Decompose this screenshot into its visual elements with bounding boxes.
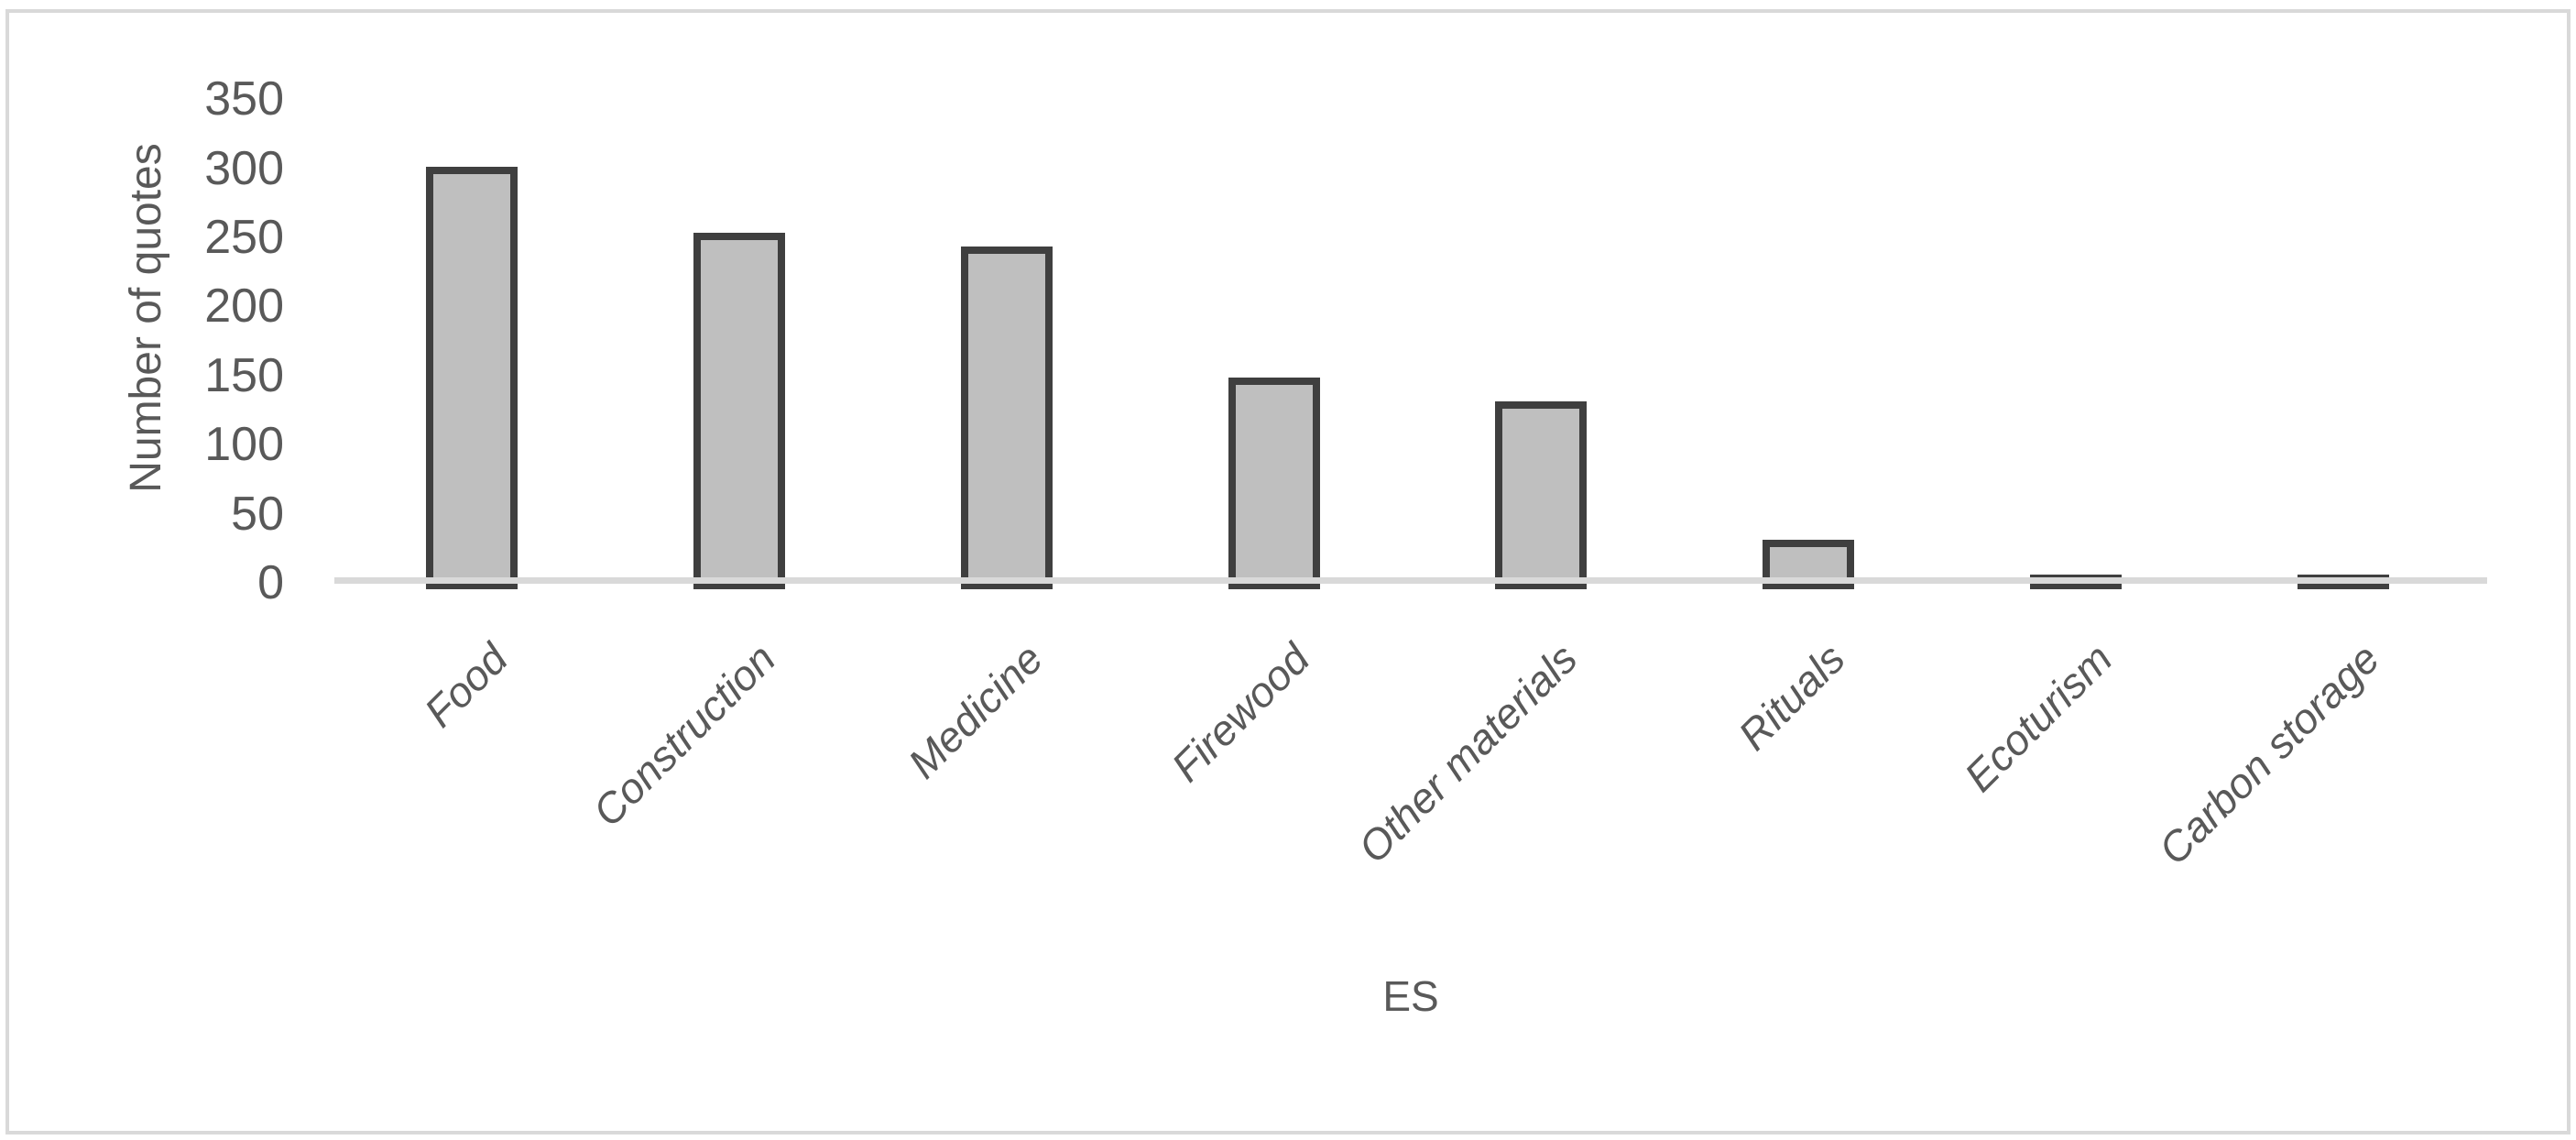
bar [1228,378,1320,589]
category-label: Carbon storage [2149,634,2389,874]
bar [426,166,518,589]
bar [693,232,785,589]
category-label: Food [415,634,518,737]
x-axis-line [334,577,2487,584]
category-label: Ecoturism [1954,634,2122,801]
y-tick-label: 100 [204,418,284,472]
category-label: Other materials [1348,634,1587,872]
category-label: Construction [583,634,784,836]
category-label: Firewood [1162,634,1319,791]
category-label: Rituals [1729,634,1854,760]
y-tick-label: 250 [204,211,284,264]
y-tick-label: 0 [257,556,284,609]
y-tick-label: 50 [231,487,284,541]
bar [960,247,1053,589]
y-tick-label: 200 [204,280,284,334]
x-axis-title: ES [1382,972,1439,1020]
category-label: Medicine [898,634,1052,788]
y-tick-label: 300 [204,141,284,195]
y-tick-label: 150 [204,348,284,402]
y-tick-label: 350 [204,72,284,126]
bar [1495,400,1588,589]
